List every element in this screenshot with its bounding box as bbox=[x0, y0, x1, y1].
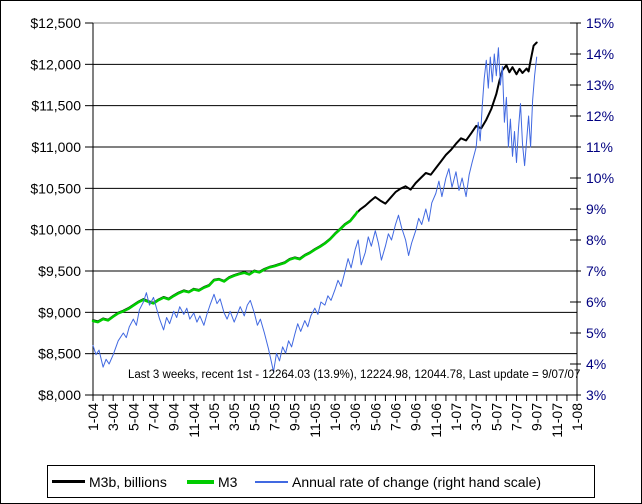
x-axis-label: 1-05 bbox=[206, 403, 222, 431]
x-axis-label: 7-05 bbox=[267, 403, 283, 431]
legend-item-m3: M3 bbox=[187, 466, 237, 497]
x-axis-label: 1-06 bbox=[327, 403, 343, 431]
y-axis-label-left: $9,000 bbox=[38, 304, 81, 320]
y-axis-label-left: $8,000 bbox=[38, 387, 81, 403]
x-axis-label: 1-08 bbox=[569, 403, 585, 431]
x-axis-label: 9-04 bbox=[166, 403, 182, 431]
y-axis-label-left: $11,500 bbox=[31, 98, 81, 114]
y-axis-label-left: $9,500 bbox=[38, 263, 81, 279]
legend-item-rate: Annual rate of change (right hand scale) bbox=[255, 466, 541, 497]
x-axis-label: 5-06 bbox=[367, 403, 383, 431]
x-axis-label: 5-05 bbox=[246, 403, 262, 431]
annotation-last-3-weeks: Last 3 weeks, recent 1st - 12264.03 (13.… bbox=[128, 369, 580, 381]
y-axis-label-right: 12% bbox=[586, 108, 614, 124]
y-axis-label-right: 11% bbox=[586, 139, 613, 155]
y-axis-label-right: 3% bbox=[586, 387, 606, 403]
x-axis-label: 3-05 bbox=[226, 403, 242, 431]
y-axis-label-left: $10,000 bbox=[30, 222, 81, 238]
x-axis-label: 7-04 bbox=[146, 403, 162, 431]
legend: M3b, billions M3 Annual rate of change (… bbox=[47, 465, 595, 498]
y-axis-label-right: 4% bbox=[586, 356, 606, 372]
x-axis-label: 3-04 bbox=[105, 403, 121, 431]
series-line-m3 bbox=[91, 210, 359, 324]
x-axis-label: 11-07 bbox=[549, 403, 565, 438]
series-line-rate bbox=[92, 47, 538, 373]
legend-label-m3: M3 bbox=[218, 473, 238, 490]
x-axis-label: 11-06 bbox=[428, 403, 444, 438]
x-axis-label: 9-07 bbox=[529, 403, 545, 431]
legend-line-sample-m3b bbox=[52, 480, 85, 483]
y-axis-label-right: 14% bbox=[586, 46, 614, 62]
x-axis-label: 11-05 bbox=[307, 403, 323, 438]
legend-label-rate: Annual rate of change (right hand scale) bbox=[292, 473, 542, 490]
y-axis-label-right: 7% bbox=[586, 263, 606, 279]
x-axis-label: 1-07 bbox=[448, 403, 464, 431]
y-axis-label-right: 9% bbox=[586, 201, 606, 217]
x-axis-label: 7-06 bbox=[388, 403, 404, 431]
x-axis-label: 3-06 bbox=[347, 403, 363, 431]
y-axis-label-left: $11,000 bbox=[31, 139, 81, 155]
y-axis-label-right: 8% bbox=[586, 232, 606, 248]
x-axis-label: 9-05 bbox=[287, 403, 303, 431]
y-axis-label-left: $12,500 bbox=[30, 15, 81, 31]
x-axis-label: 5-07 bbox=[488, 403, 504, 431]
y-axis-label-right: 6% bbox=[586, 294, 606, 310]
series-line-m3b bbox=[92, 41, 538, 323]
legend-item-m3b: M3b, billions bbox=[52, 466, 167, 497]
legend-line-sample-rate bbox=[255, 480, 288, 483]
y-axis-label-right: 13% bbox=[586, 77, 614, 93]
x-axis-label: 11-04 bbox=[186, 403, 202, 438]
y-axis-label-right: 10% bbox=[586, 170, 614, 186]
y-axis-label-right: 5% bbox=[586, 325, 606, 341]
y-axis-label-right: 15% bbox=[586, 15, 614, 31]
y-axis-label-left: $12,000 bbox=[30, 56, 81, 72]
y-axis-label-left: $8,500 bbox=[38, 346, 81, 362]
x-axis-label: 9-06 bbox=[408, 403, 424, 431]
x-axis-label: 5-04 bbox=[125, 403, 141, 431]
x-axis-label: 7-07 bbox=[509, 403, 525, 431]
x-axis-label: 1-04 bbox=[85, 403, 101, 431]
x-axis-label: 3-07 bbox=[468, 403, 484, 431]
y-axis-label-left: $10,500 bbox=[30, 180, 81, 196]
legend-label-m3b: M3b, billions bbox=[89, 473, 167, 490]
legend-line-sample-m3 bbox=[187, 479, 214, 484]
